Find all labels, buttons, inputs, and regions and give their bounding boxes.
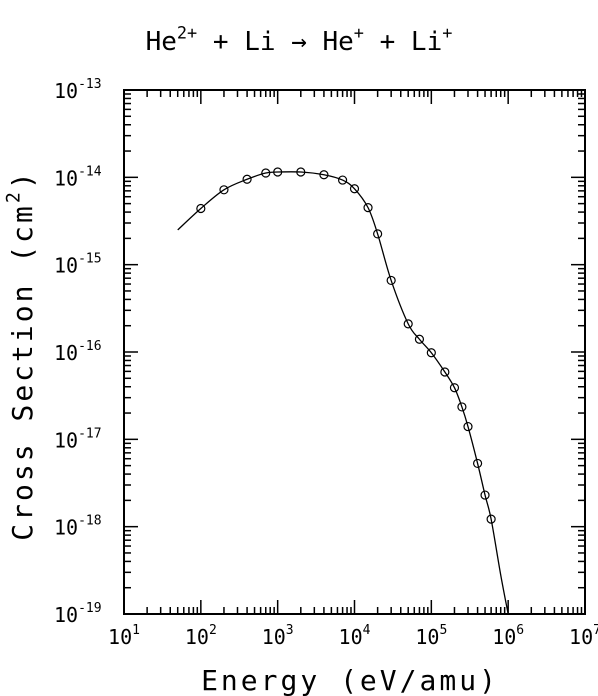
data-point — [486, 514, 496, 524]
tick-base: 10 — [54, 254, 78, 278]
y-tick-label: 10-18 — [54, 514, 102, 540]
data-point — [337, 175, 348, 185]
x-tick-label: 103 — [262, 623, 294, 649]
y-axis-label-part: Cross Section (cm — [6, 203, 39, 541]
data-point — [463, 421, 473, 432]
tick-exponent: -13 — [78, 77, 101, 92]
data-point — [386, 275, 396, 286]
tick-base: 10 — [262, 625, 286, 649]
fit-curve — [177, 171, 509, 615]
tick-exponent: 1 — [132, 623, 140, 638]
plot-frame — [123, 89, 586, 615]
tick-base: 10 — [492, 625, 516, 649]
data-point — [414, 334, 425, 344]
x-axis-label-part: Energy (eV/amu) — [201, 664, 499, 696]
tick-base: 10 — [54, 341, 78, 365]
tick-exponent: 2 — [209, 623, 217, 638]
tick-exponent: -15 — [78, 252, 101, 267]
tick-exponent: -14 — [78, 164, 102, 179]
data-point — [472, 458, 483, 469]
x-tick-label: 102 — [185, 623, 217, 649]
tick-exponent: -17 — [78, 426, 101, 441]
y-tick-label: 10-15 — [54, 252, 102, 278]
chart-title-part: + Li — [364, 27, 442, 57]
tick-exponent: -16 — [78, 339, 101, 354]
data-point — [373, 229, 383, 239]
chart-title: He2+ + Li → He+ + Li+ — [146, 22, 453, 57]
tick-exponent: 5 — [439, 623, 447, 638]
tick-base: 10 — [185, 625, 209, 649]
y-tick-label: 10-17 — [54, 426, 102, 452]
chart-title-part: + Li → He — [197, 27, 354, 57]
y-axis-label-part: ) — [6, 169, 39, 189]
data-point — [457, 402, 467, 412]
data-point — [363, 203, 373, 213]
y-tick-label: 10-19 — [54, 601, 102, 627]
tick-base: 10 — [54, 516, 78, 540]
tick-base: 10 — [54, 166, 78, 190]
data-point — [261, 168, 271, 178]
tick-exponent: -18 — [78, 514, 101, 529]
data-point — [242, 174, 252, 184]
data-point — [219, 185, 229, 195]
chart-title-part: 2+ — [177, 22, 197, 42]
tick-base: 10 — [339, 625, 363, 649]
x-tick-label: 106 — [492, 623, 524, 649]
y-tick-label: 10-13 — [54, 77, 102, 103]
chart-title-part: + — [354, 22, 364, 42]
tick-base: 10 — [54, 603, 78, 627]
data-point — [480, 490, 490, 500]
data-point — [426, 348, 436, 358]
tick-base: 10 — [569, 625, 593, 649]
y-axis-label-part: 2 — [3, 189, 24, 203]
tick-exponent: -19 — [78, 601, 101, 616]
tick-exponent: 4 — [363, 623, 371, 638]
y-axis-label: Cross Section (cm2) — [3, 169, 39, 540]
y-tick-label: 10-16 — [54, 339, 102, 365]
tick-exponent: 6 — [516, 623, 524, 638]
tick-base: 10 — [108, 625, 132, 649]
x-tick-label: 101 — [108, 623, 140, 649]
data-point — [440, 367, 450, 377]
tick-exponent: 7 — [593, 623, 598, 638]
x-tick-label: 107 — [569, 623, 598, 649]
tick-base: 10 — [54, 428, 78, 452]
chart-title-part: He — [146, 27, 177, 57]
data-point — [449, 383, 460, 393]
tick-base: 10 — [415, 625, 439, 649]
data-point — [403, 319, 413, 329]
x-tick-label: 105 — [415, 623, 447, 649]
data-point — [349, 184, 360, 194]
y-tick-label: 10-14 — [54, 164, 102, 190]
data-point — [319, 170, 329, 180]
x-axis-label: Energy (eV/amu) — [201, 664, 499, 696]
chart-title-part: + — [442, 22, 452, 42]
data-point — [196, 203, 206, 214]
tick-base: 10 — [54, 79, 78, 103]
x-tick-label: 104 — [339, 623, 371, 649]
tick-exponent: 3 — [286, 623, 294, 638]
